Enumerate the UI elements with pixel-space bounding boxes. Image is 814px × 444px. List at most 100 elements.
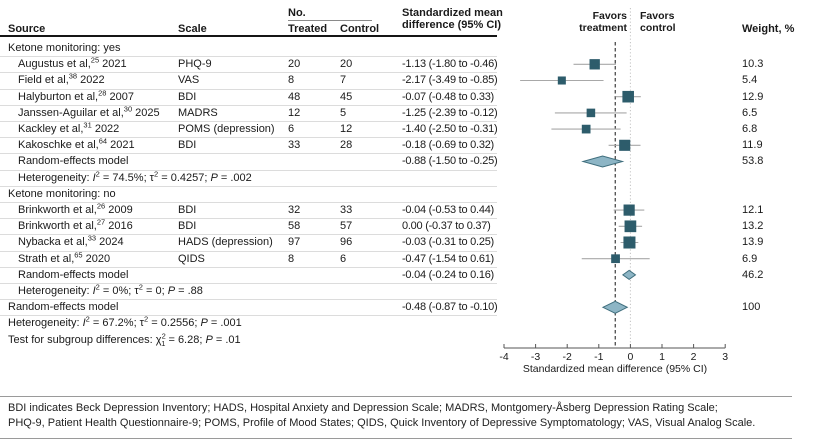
study-source: Kackley et al,31 2022: [18, 121, 119, 137]
study-n-control: 12: [340, 123, 353, 135]
favors-control-label: Favors control: [640, 10, 676, 34]
summary-diamond: [581, 155, 625, 168]
text-segment: 25: [90, 55, 100, 65]
col-header-no: No.: [288, 7, 306, 19]
subgroup-header-row: Ketone monitoring: yes: [0, 40, 497, 58]
study-n-control: 5: [340, 106, 347, 119]
x-axis-title: Standardized mean difference (95% CI): [522, 363, 708, 375]
text-segment: Test for subgroup differences:: [8, 333, 156, 346]
study-source: Brinkworth et al,26 2009: [18, 202, 133, 218]
study-scale: MADRS: [178, 106, 218, 119]
study-scale: BDI: [178, 220, 197, 233]
summary-row: Random-effects model -0.48 (-0.87 to -0.1…: [0, 299, 760, 317]
summary-label: Random-effects model: [18, 155, 129, 168]
summary-weight: 100: [742, 301, 761, 314]
text-segment: = 0.4257;: [158, 171, 211, 184]
subgroup-test-row: Test for subgroup differences: χ21 = 6.2…: [0, 332, 497, 348]
x-axis-tick-label: 0: [627, 351, 633, 363]
study-scale: BDI: [178, 90, 197, 103]
footnote-bottom-rule: [0, 438, 792, 439]
text-segment: = 0.2556;: [148, 317, 201, 330]
study-smd: -0.04 (-0.53 to 0.44): [402, 204, 494, 216]
study-n-control: 7: [340, 74, 347, 87]
text-segment: I: [82, 317, 86, 330]
text-segment: 31: [83, 120, 92, 130]
text-segment: = 0;: [142, 285, 168, 297]
text-segment: 2007: [106, 90, 134, 103]
text-segment: P: [167, 285, 176, 297]
text-segment: Heterogeneity:: [18, 285, 93, 297]
text-segment: 33: [87, 233, 97, 243]
text-segment: Heterogeneity:: [18, 171, 93, 184]
study-point-marker: [586, 108, 596, 118]
text-segment: 2: [95, 282, 100, 292]
text-segment: 26: [96, 201, 106, 211]
text-segment: 2: [144, 314, 149, 324]
favors-treatment-label: Favors treatment: [538, 10, 627, 34]
text-segment: P: [210, 171, 218, 184]
study-n-control: 6: [340, 252, 347, 265]
col-header-scale: Scale: [178, 23, 207, 35]
study-n-control: 28: [340, 139, 353, 152]
study-source: Halyburton et al,28 2007: [18, 89, 134, 105]
text-segment: Nybacka et al,: [18, 236, 88, 249]
heterogeneity-row: Heterogeneity: I2 = 67.2%; τ2 = 0.2556; …: [0, 315, 497, 331]
no-header-underline: [288, 20, 372, 21]
study-point-marker: [624, 220, 637, 233]
heterogeneity-row: Heterogeneity: I2 = 74.5%; τ2 = 0.4257; …: [0, 170, 497, 187]
text-segment: 2024: [96, 236, 124, 249]
favors-treatment-line1: Favors: [592, 10, 627, 22]
x-axis-tick-label: -4: [499, 351, 508, 363]
study-scale: HADS (depression): [178, 236, 273, 249]
favors-control-line1: Favors: [640, 10, 675, 22]
statistics-text: Heterogeneity: I2 = 74.5%; τ2 = 0.4257; …: [18, 170, 252, 186]
x-axis-tick-label: 1: [659, 351, 665, 363]
study-weight: 13.2: [742, 220, 764, 233]
subgroup-label: Ketone monitoring: no: [8, 187, 116, 200]
text-segment: 2: [161, 330, 166, 340]
study-source: Janssen-Aguilar et al,30 2025: [18, 105, 160, 121]
text-segment: 2022: [91, 123, 120, 135]
summary-smd: -0.88 (-1.50 to -0.25): [402, 155, 498, 168]
text-segment: Kackley et al,: [18, 123, 84, 135]
study-weight: 6.9: [742, 252, 758, 265]
study-row: Brinkworth et al,26 2009 BDI 32 33 -0.04 (-0…: [0, 202, 763, 220]
study-n-treated: 97: [288, 236, 301, 249]
study-point-marker: [619, 139, 631, 151]
statistics-text: Heterogeneity: I2 = 0%; τ2 = 0; P = .88: [18, 283, 203, 299]
study-point-marker: [622, 90, 634, 103]
summary-row: Random-effects model -0.88 (-1.50 to -0.2…: [0, 153, 763, 171]
study-scale: VAS: [178, 74, 200, 87]
study-smd: -1.40 (-2.50 to -0.31): [402, 123, 498, 135]
study-source: Augustus et al,25 2021: [18, 56, 127, 72]
subgroup-header-row: Ketone monitoring: no: [0, 186, 497, 203]
study-smd: -0.03 (-0.31 to 0.25): [402, 236, 494, 249]
text-segment: = .002: [217, 171, 252, 184]
text-segment: I: [92, 171, 96, 184]
text-segment: 65: [74, 249, 83, 259]
summary-smd: -0.04 (-0.24 to 0.16): [402, 268, 494, 281]
text-segment: 2016: [105, 220, 133, 233]
text-segment: P: [200, 317, 208, 330]
study-n-treated: 8: [288, 252, 295, 265]
footnote-top-rule: [0, 396, 792, 397]
study-n-treated: 8: [288, 74, 295, 87]
text-segment: = 67.2%; τ: [89, 317, 145, 330]
text-segment: 2: [154, 168, 159, 178]
text-segment: I: [92, 285, 96, 297]
text-segment: Halyburton et al,: [18, 90, 99, 103]
x-axis-tick-label: -2: [563, 351, 572, 363]
study-scale: QIDS: [178, 252, 205, 265]
x-axis-tick-label: 3: [722, 351, 728, 363]
study-scale: POMS (depression): [178, 123, 275, 135]
study-source: Kakoschke et al,64 2021: [18, 137, 135, 153]
study-weight: 5.4: [742, 74, 758, 87]
col-header-treated: Treated: [288, 23, 328, 35]
study-row: Kackley et al,31 2022 POMS (depression) 6 1…: [0, 121, 757, 139]
study-smd: -1.25 (-2.39 to -0.12): [402, 106, 498, 119]
study-row: Augustus et al,25 2021 PHQ-9 20 20 -1.13 (-1…: [0, 56, 763, 74]
study-n-control: 20: [340, 58, 353, 71]
text-segment: 2: [85, 314, 90, 324]
text-segment: 2009: [105, 204, 133, 216]
